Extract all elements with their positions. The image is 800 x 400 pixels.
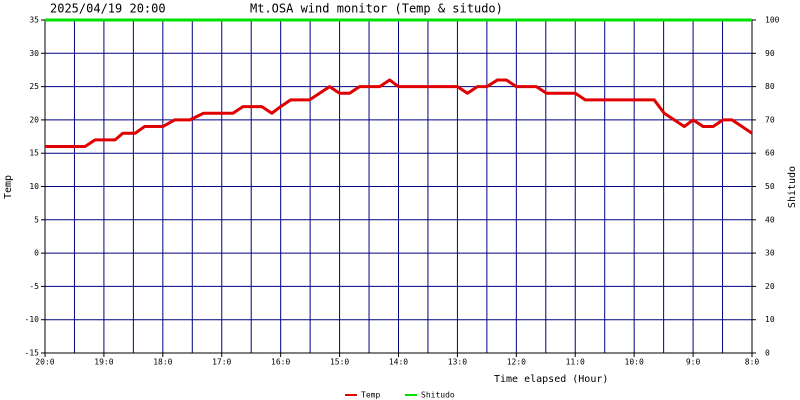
x-tick-label: 15:0 <box>330 358 349 367</box>
x-axis-label: Time elapsed (Hour) <box>494 374 608 385</box>
x-tick-label: 14:0 <box>389 358 408 367</box>
x-tick-label: 16:0 <box>271 358 290 367</box>
y2-tick-label: 100 <box>765 16 780 25</box>
chart-title: Mt.OSA wind monitor (Temp & situdo) <box>250 2 503 16</box>
x-tick-label: 18:0 <box>153 358 172 367</box>
y2-tick-label: 30 <box>765 249 775 258</box>
x-tick-label: 19:0 <box>94 358 113 367</box>
y-tick-label: 10 <box>29 182 39 191</box>
legend-label: Temp <box>361 391 380 400</box>
y-tick-label: 35 <box>29 16 39 25</box>
y-tick-label: -15 <box>25 349 40 358</box>
legend-label: Shitudo <box>421 391 455 400</box>
y2-tick-label: 50 <box>765 182 775 191</box>
y2-tick-label: 10 <box>765 315 775 324</box>
x-tick-label: 20:0 <box>35 358 54 367</box>
y-tick-label: 15 <box>29 149 39 158</box>
y2-tick-label: 40 <box>765 215 775 224</box>
x-tick-label: 13:0 <box>448 358 467 367</box>
y-tick-label: -5 <box>29 282 39 291</box>
y-axis-label: Temp <box>3 175 14 199</box>
y2-tick-label: 90 <box>765 49 775 58</box>
x-tick-label: 12:0 <box>507 358 526 367</box>
x-tick-label: 17:0 <box>212 358 231 367</box>
x-tick-label: 9:0 <box>686 358 701 367</box>
series-line <box>45 78 753 149</box>
y-tick-label: 5 <box>34 215 39 224</box>
x-tick-label: 10:0 <box>625 358 644 367</box>
y-tick-label: 25 <box>29 82 39 91</box>
y-tick-label: 0 <box>34 249 39 258</box>
y-tick-label: 30 <box>29 49 39 58</box>
y2-tick-label: 70 <box>765 115 775 124</box>
y2-tick-label: 80 <box>765 82 775 91</box>
y-tick-label: 20 <box>29 115 39 124</box>
x-tick-label: 11:0 <box>566 358 585 367</box>
y2-tick-label: 20 <box>765 282 775 291</box>
x-tick-label: 8:0 <box>745 358 760 367</box>
chart-date: 2025/04/19 20:00 <box>50 2 166 16</box>
y-tick-label: -10 <box>25 315 40 324</box>
y2-axis-label: Shitudo <box>787 166 798 208</box>
y2-tick-label: 60 <box>765 149 775 158</box>
y2-tick-label: 0 <box>765 349 770 358</box>
